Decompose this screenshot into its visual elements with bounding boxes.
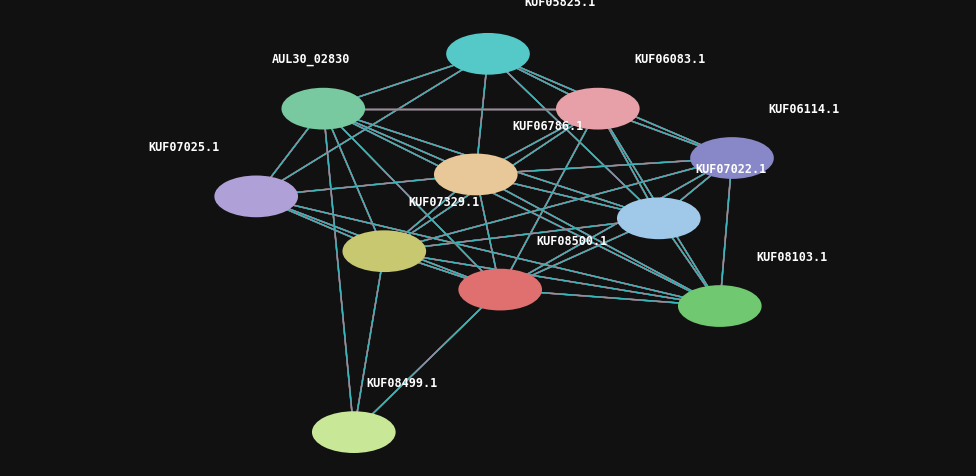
Text: KUF08499.1: KUF08499.1 bbox=[366, 377, 437, 389]
Text: KUF05825.1: KUF05825.1 bbox=[525, 0, 596, 9]
Ellipse shape bbox=[312, 412, 394, 452]
Ellipse shape bbox=[344, 232, 426, 272]
Ellipse shape bbox=[691, 139, 773, 178]
Ellipse shape bbox=[215, 177, 298, 217]
Text: KUF06083.1: KUF06083.1 bbox=[634, 53, 706, 66]
Text: KUF07022.1: KUF07022.1 bbox=[696, 163, 767, 176]
Text: KUF07329.1: KUF07329.1 bbox=[409, 196, 480, 209]
Text: KUF08103.1: KUF08103.1 bbox=[756, 250, 828, 264]
Ellipse shape bbox=[447, 35, 529, 75]
Ellipse shape bbox=[460, 270, 541, 310]
Text: KUF06786.1: KUF06786.1 bbox=[512, 119, 584, 132]
Text: KUF07025.1: KUF07025.1 bbox=[148, 141, 220, 154]
Ellipse shape bbox=[556, 89, 638, 129]
Ellipse shape bbox=[282, 89, 364, 129]
Ellipse shape bbox=[679, 287, 761, 327]
Text: KUF06114.1: KUF06114.1 bbox=[769, 103, 840, 116]
Text: KUF08500.1: KUF08500.1 bbox=[537, 234, 608, 247]
Ellipse shape bbox=[618, 199, 700, 239]
Text: AUL30_02830: AUL30_02830 bbox=[272, 53, 350, 66]
Ellipse shape bbox=[434, 155, 517, 195]
